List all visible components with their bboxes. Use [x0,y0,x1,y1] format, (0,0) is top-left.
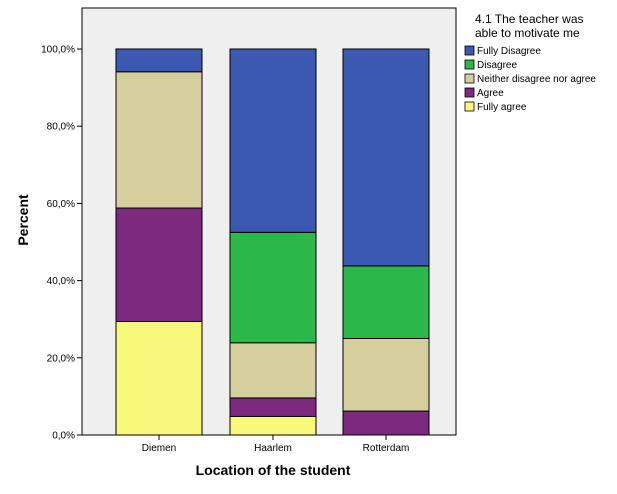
bar-segment-rotterdam-neither-disagree-nor-agree [342,338,430,412]
y-tick-label: 40,0% [47,276,75,287]
bar-segment-diemen-neither-disagree-nor-agree [115,71,203,209]
y-tick-label: 0,0% [52,431,75,442]
y-tick-label: 60,0% [47,199,75,210]
legend-label: Fully agree [477,102,527,113]
y-tick-label: 20,0% [47,353,75,364]
legend-label: Agree [477,88,504,99]
legend: 4.1 The teacher was able to motivate me … [464,12,596,113]
bar-segment-haarlem-disagree [229,231,317,344]
bar-segment-rotterdam-disagree [342,265,430,340]
bar-segment-diemen-agree [115,207,203,323]
legend-swatch [464,73,475,84]
legend-swatch [464,59,475,70]
bar-segment-rotterdam-agree [342,410,430,436]
legend-label: Disagree [477,60,517,71]
legend-label: Neither disagree nor agree [477,74,596,85]
bar-segment-diemen-fully-disagree [115,48,203,73]
x-tick-label: Rotterdam [363,443,410,454]
x-tick-label: Haarlem [254,443,292,454]
bar-segment-haarlem-fully-disagree [229,48,317,233]
x-axis-title: Location of the student [196,462,351,478]
bar-segment-haarlem-neither-disagree-nor-agree [229,342,317,399]
legend-swatch [464,87,475,98]
y-tick-label: 100,0% [41,45,75,56]
legend-swatch [464,101,475,112]
y-axis-title: Percent [15,194,31,246]
legend-title-line-2: able to motivate me [475,26,580,40]
bar-segment-diemen-fully-agree [115,321,203,436]
bar-segment-haarlem-agree [229,397,317,417]
legend-title-line-1: 4.1 The teacher was [475,12,584,26]
bar-segment-rotterdam-fully-disagree [342,48,430,267]
legend-swatch [464,45,475,56]
x-tick-label: Diemen [142,443,176,454]
bar-segment-haarlem-fully-agree [229,415,317,436]
legend-label: Fully Disagree [477,46,541,57]
y-tick-label: 80,0% [47,122,75,133]
